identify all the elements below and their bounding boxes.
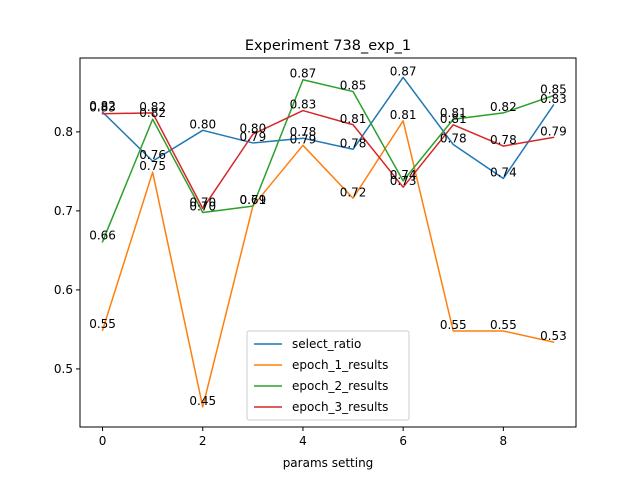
plot-area-frame <box>79 57 577 428</box>
x-tick-label-6: 6 <box>399 434 407 448</box>
data-label-epoch-2-results-4: 0.87 <box>290 67 317 81</box>
data-label-select-ratio-9: 0.83 <box>540 92 567 106</box>
x-tick-label-8: 8 <box>500 434 508 448</box>
data-label-select-ratio-8: 0.74 <box>490 166 517 180</box>
data-label-select-ratio-2: 0.80 <box>189 117 216 131</box>
data-label-epoch-1-results-6: 0.81 <box>390 108 417 122</box>
data-label-epoch-2-results-0: 0.66 <box>89 229 116 243</box>
data-label-select-ratio-7: 0.78 <box>440 132 467 146</box>
data-label-epoch-3-results-7: 0.81 <box>440 112 467 126</box>
data-label-layer: 0.820.760.800.79 0.780.780.870.780.740.83… <box>89 64 567 407</box>
data-label-epoch-1-results-5: 0.72 <box>340 185 367 199</box>
data-label-epoch-2-results-9: 0.85 <box>540 83 567 97</box>
data-label-epoch-2-results-6: 0.74 <box>390 168 417 182</box>
y-axis: 0.5 0.6 0.7 0.8 <box>54 125 80 376</box>
data-label-select-ratio-1: 0.76 <box>139 148 166 162</box>
data-label-select-ratio-4: 0.78 <box>290 125 317 139</box>
series-layer <box>101 76 555 408</box>
data-label-epoch-2-results-8: 0.82 <box>490 100 517 114</box>
data-label-epoch-2-results-7: 0.81 <box>440 106 467 120</box>
series-line-epoch-1-results <box>101 120 555 408</box>
series-line-select-ratio <box>101 76 555 180</box>
y-tick-label-0-7: 0.7 <box>54 204 73 218</box>
data-label-select-ratio-0: 0.82 <box>89 99 116 113</box>
legend-label-epoch-3-results: epoch_3_results <box>292 400 388 414</box>
data-label-select-ratio-5: 0.78 <box>340 136 367 150</box>
series-line-epoch-2-results <box>101 78 555 243</box>
data-label-epoch-3-results-8: 0.78 <box>490 133 517 147</box>
x-tick-label-0: 0 <box>99 434 107 448</box>
data-label-epoch-2-results-2: 0.70 <box>189 199 216 213</box>
data-label-epoch-1-results-7: 0.55 <box>440 318 467 332</box>
data-label-epoch-1-results-9: 0.53 <box>540 329 567 343</box>
y-tick-label-0-6: 0.6 <box>54 283 73 297</box>
data-label-epoch-2-results-1: 0.82 <box>139 106 166 120</box>
data-label-epoch-1-results-2: 0.45 <box>189 394 216 408</box>
x-axis-label: params setting <box>283 456 374 470</box>
chart-title: Experiment 738_exp_1 <box>245 38 411 54</box>
data-label-select-ratio-3: 0.79 <box>239 130 266 144</box>
data-label-epoch-3-results-9: 0.79 <box>540 124 567 138</box>
legend-label-epoch-2-results: epoch_2_results <box>292 379 388 393</box>
y-tick-label-0-5: 0.5 <box>54 362 73 376</box>
x-axis: 0 2 4 6 8 <box>99 427 507 448</box>
data-label-epoch-1-results-4: 0.79 <box>290 132 317 146</box>
legend-label-epoch-1-results: epoch_1_results <box>292 358 388 372</box>
legend: select_ratio epoch_1_results epoch_2_res… <box>246 330 410 421</box>
data-label-epoch-1-results-1: 0.75 <box>139 159 166 173</box>
data-label-epoch-3-results-1: 0.82 <box>139 100 166 114</box>
data-label-epoch-3-results-6: 0.73 <box>390 174 417 188</box>
x-tick-label-2: 2 <box>199 434 207 448</box>
data-label-epoch-1-results-3: 0.71 <box>239 193 266 207</box>
data-label-epoch-3-results-2: 0.70 <box>189 196 216 210</box>
series-line-epoch-3-results <box>101 109 555 210</box>
legend-label-select-ratio: select_ratio <box>292 337 361 351</box>
y-tick-label-0-8: 0.8 <box>54 125 73 139</box>
data-label-select-ratio-6: 0.87 <box>390 64 417 78</box>
data-label-epoch-3-results-0: 0.83 <box>89 101 116 115</box>
data-label-epoch-2-results-5: 0.85 <box>340 79 367 93</box>
data-label-epoch-1-results-0: 0.55 <box>89 317 116 331</box>
data-label-epoch-2-results-3: 0.69 <box>239 193 266 207</box>
data-label-epoch-3-results-4: 0.83 <box>290 98 317 112</box>
x-tick-label-4: 4 <box>299 434 307 448</box>
data-label-epoch-1-results-8: 0.55 <box>490 318 517 332</box>
data-label-epoch-3-results-5: 0.81 <box>340 112 367 126</box>
data-label-epoch-3-results-3: 0.80 <box>239 121 266 135</box>
legend-frame <box>246 330 410 421</box>
